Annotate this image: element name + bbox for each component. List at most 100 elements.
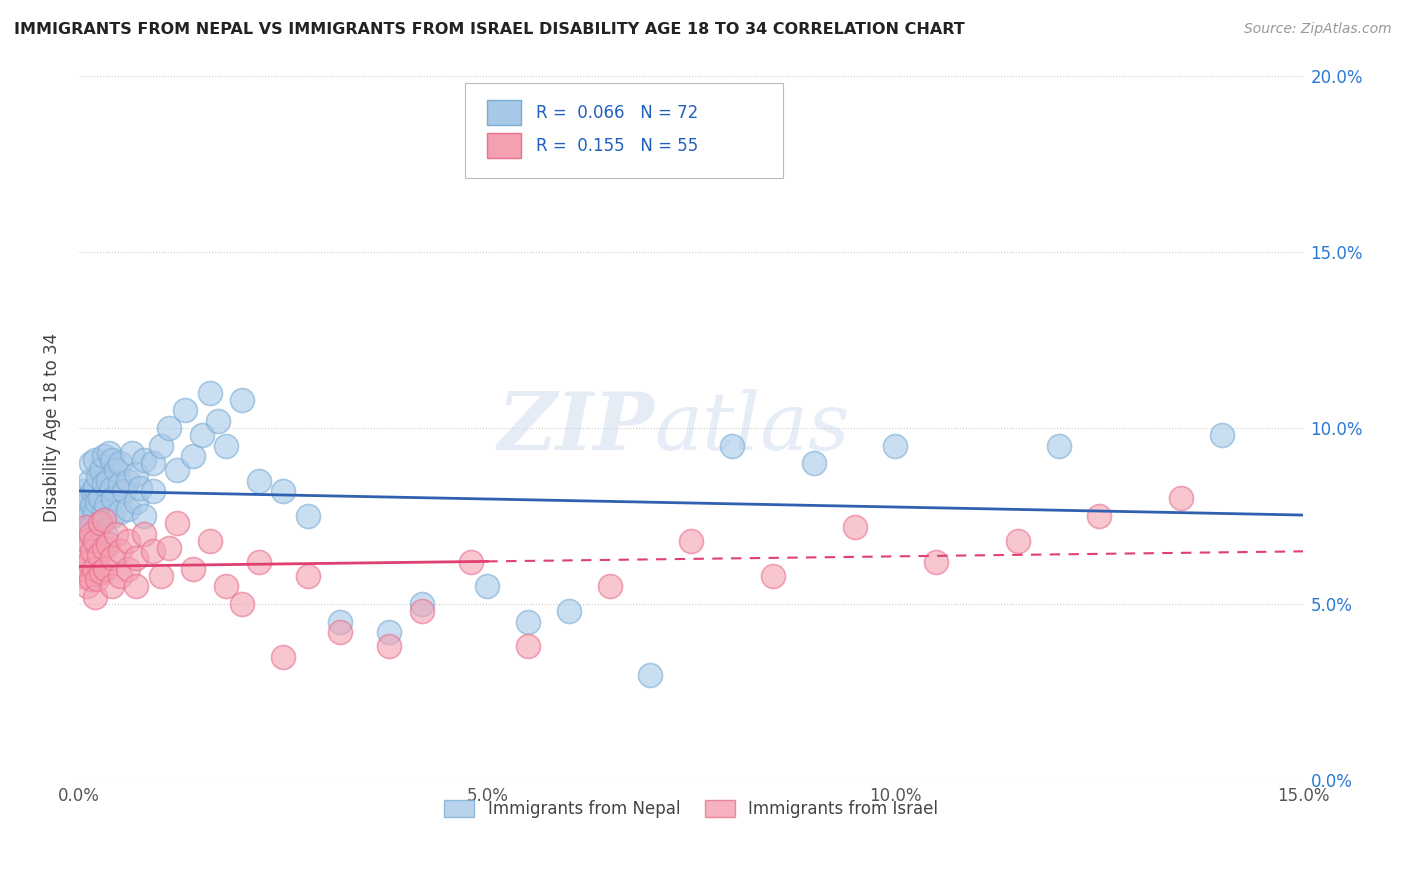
Point	[76, 533, 98, 548]
Point	[142, 544, 165, 558]
Point	[157, 541, 180, 555]
Point	[198, 533, 221, 548]
Point	[125, 579, 148, 593]
Point	[72, 484, 94, 499]
Point	[198, 385, 221, 400]
Point	[104, 526, 127, 541]
Point	[87, 548, 110, 562]
Point	[87, 470, 110, 484]
Point	[517, 615, 540, 629]
Point	[231, 597, 253, 611]
Point	[101, 579, 124, 593]
Point	[247, 474, 270, 488]
Point	[121, 445, 143, 459]
Point	[134, 508, 156, 523]
Point	[271, 484, 294, 499]
Point	[97, 537, 120, 551]
Point	[72, 544, 94, 558]
Point	[112, 484, 135, 499]
Point	[79, 519, 101, 533]
Point	[69, 569, 91, 583]
Point	[125, 551, 148, 566]
Point	[93, 449, 115, 463]
Point	[149, 569, 172, 583]
Point	[844, 519, 866, 533]
Point	[101, 551, 124, 566]
Point	[101, 481, 124, 495]
Point	[86, 573, 108, 587]
Text: ZIP: ZIP	[498, 389, 655, 467]
Point	[101, 508, 124, 523]
Point	[76, 579, 98, 593]
Point	[884, 438, 907, 452]
Point	[157, 421, 180, 435]
Point	[247, 555, 270, 569]
Point	[149, 438, 172, 452]
Point	[183, 562, 205, 576]
Point	[82, 484, 104, 499]
Point	[103, 491, 125, 506]
Point	[925, 555, 948, 569]
Point	[108, 477, 131, 491]
Legend: Immigrants from Nepal, Immigrants from Israel: Immigrants from Nepal, Immigrants from I…	[437, 793, 945, 825]
Point	[76, 491, 98, 506]
Point	[142, 456, 165, 470]
Point	[117, 474, 139, 488]
Point	[125, 467, 148, 481]
Point	[73, 499, 96, 513]
Point	[80, 573, 103, 587]
Point	[599, 579, 621, 593]
Point	[97, 474, 120, 488]
Point	[83, 526, 105, 541]
Point	[94, 499, 117, 513]
Point	[79, 474, 101, 488]
Point	[117, 502, 139, 516]
Point	[70, 508, 93, 523]
Point	[94, 526, 117, 541]
Point	[517, 640, 540, 654]
Point	[82, 544, 104, 558]
Point	[231, 392, 253, 407]
Point	[82, 499, 104, 513]
Point	[84, 533, 107, 548]
Point	[762, 569, 785, 583]
Point	[89, 516, 111, 530]
Point	[297, 569, 319, 583]
Point	[108, 506, 131, 520]
Point	[411, 604, 433, 618]
Point	[101, 452, 124, 467]
Point	[93, 506, 115, 520]
Point	[378, 640, 401, 654]
FancyBboxPatch shape	[486, 133, 522, 158]
Point	[166, 516, 188, 530]
Text: atlas: atlas	[655, 389, 851, 467]
Point	[134, 452, 156, 467]
Point	[75, 523, 97, 537]
Point	[117, 562, 139, 576]
Point	[90, 463, 112, 477]
Point	[77, 555, 100, 569]
Point	[411, 597, 433, 611]
Point	[378, 625, 401, 640]
Point	[721, 438, 744, 452]
Text: R =  0.155   N = 55: R = 0.155 N = 55	[536, 136, 697, 154]
Point	[142, 484, 165, 499]
Point	[80, 456, 103, 470]
Point	[183, 449, 205, 463]
Point	[215, 579, 238, 593]
Point	[271, 650, 294, 665]
Point	[76, 533, 98, 548]
Point	[94, 562, 117, 576]
Point	[129, 481, 152, 495]
Point	[93, 512, 115, 526]
FancyBboxPatch shape	[465, 83, 783, 178]
Point	[79, 526, 101, 541]
Point	[77, 508, 100, 523]
Point	[86, 495, 108, 509]
Point	[215, 438, 238, 452]
Point	[460, 555, 482, 569]
Point	[1007, 533, 1029, 548]
Point	[166, 463, 188, 477]
Point	[84, 452, 107, 467]
Text: Source: ZipAtlas.com: Source: ZipAtlas.com	[1244, 22, 1392, 37]
